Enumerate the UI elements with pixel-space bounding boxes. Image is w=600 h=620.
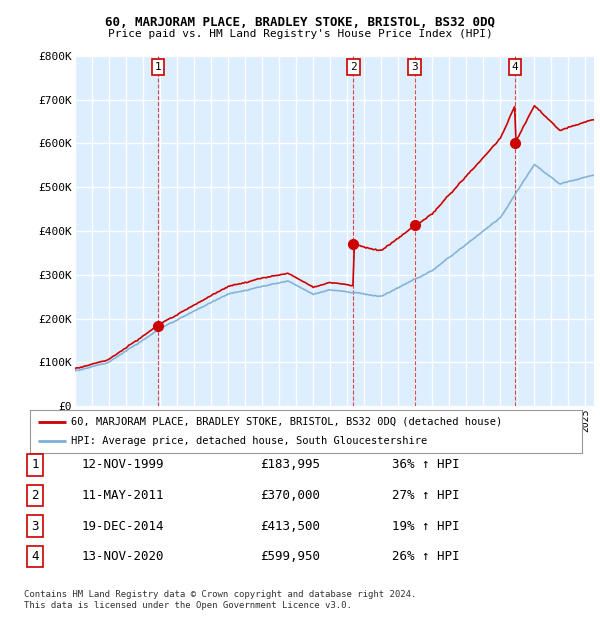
Text: 4: 4 [512,62,518,72]
Text: Contains HM Land Registry data © Crown copyright and database right 2024.
This d: Contains HM Land Registry data © Crown c… [24,590,416,609]
Text: £183,995: £183,995 [260,458,320,471]
Text: 13-NOV-2020: 13-NOV-2020 [82,550,164,563]
Text: Price paid vs. HM Land Registry's House Price Index (HPI): Price paid vs. HM Land Registry's House … [107,29,493,39]
Text: 60, MARJORAM PLACE, BRADLEY STOKE, BRISTOL, BS32 0DQ: 60, MARJORAM PLACE, BRADLEY STOKE, BRIST… [105,16,495,29]
Text: £599,950: £599,950 [260,550,320,563]
Text: 60, MARJORAM PLACE, BRADLEY STOKE, BRISTOL, BS32 0DQ (detached house): 60, MARJORAM PLACE, BRADLEY STOKE, BRIST… [71,417,503,427]
Text: 3: 3 [411,62,418,72]
Text: 11-MAY-2011: 11-MAY-2011 [82,489,164,502]
Text: 1: 1 [154,62,161,72]
Text: 4: 4 [32,550,39,563]
Text: 19% ↑ HPI: 19% ↑ HPI [392,520,460,533]
Text: HPI: Average price, detached house, South Gloucestershire: HPI: Average price, detached house, Sout… [71,436,428,446]
Text: 12-NOV-1999: 12-NOV-1999 [82,458,164,471]
Text: 2: 2 [350,62,357,72]
Text: £413,500: £413,500 [260,520,320,533]
Text: 1: 1 [32,458,39,471]
Text: 3: 3 [32,520,39,533]
Text: 36% ↑ HPI: 36% ↑ HPI [392,458,460,471]
Text: 26% ↑ HPI: 26% ↑ HPI [392,550,460,563]
Text: £370,000: £370,000 [260,489,320,502]
Text: 27% ↑ HPI: 27% ↑ HPI [392,489,460,502]
Text: 19-DEC-2014: 19-DEC-2014 [82,520,164,533]
Text: 2: 2 [32,489,39,502]
